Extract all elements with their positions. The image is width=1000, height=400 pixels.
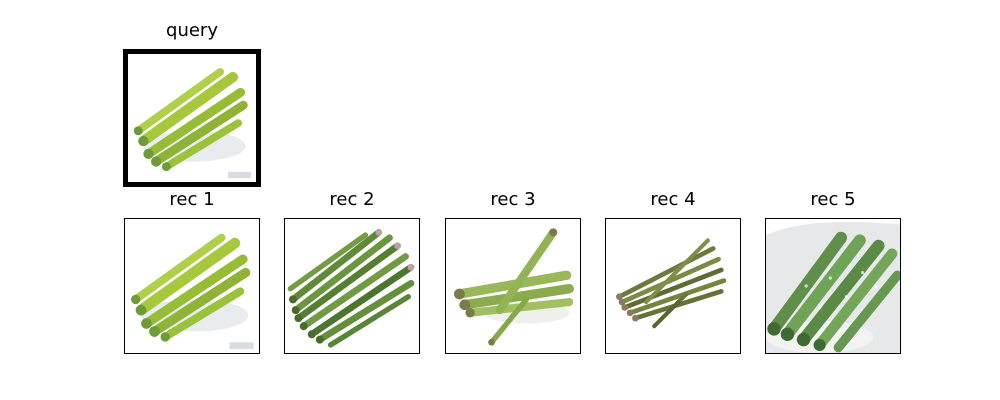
rec1-title: rec 1 <box>169 189 215 210</box>
asparagus-photo-icon <box>446 219 580 353</box>
rec2-panel: rec 2 <box>284 190 420 354</box>
rec2-title: rec 2 <box>329 189 375 210</box>
rec5-title: rec 5 <box>810 189 856 210</box>
asparagus-photo-icon <box>128 54 256 182</box>
rec1-panel: rec 1 <box>124 190 260 354</box>
rec4-title: rec 4 <box>650 189 696 210</box>
rec2-image <box>284 218 420 354</box>
asparagus-photo-icon <box>285 219 419 353</box>
rec3-image <box>445 218 581 354</box>
rec5-image <box>765 218 901 354</box>
asparagus-photo-icon <box>125 219 259 353</box>
query-panel: query <box>123 21 261 187</box>
query-image <box>123 49 261 187</box>
asparagus-photo-icon <box>606 219 740 353</box>
rec3-title: rec 3 <box>490 189 536 210</box>
rec4-panel: rec 4 <box>605 190 741 354</box>
query-title: query <box>166 20 218 41</box>
rec4-image <box>605 218 741 354</box>
asparagus-photo-icon <box>766 219 900 353</box>
rec3-panel: rec 3 <box>445 190 581 354</box>
rec1-image <box>124 218 260 354</box>
rec5-panel: rec 5 <box>765 190 901 354</box>
